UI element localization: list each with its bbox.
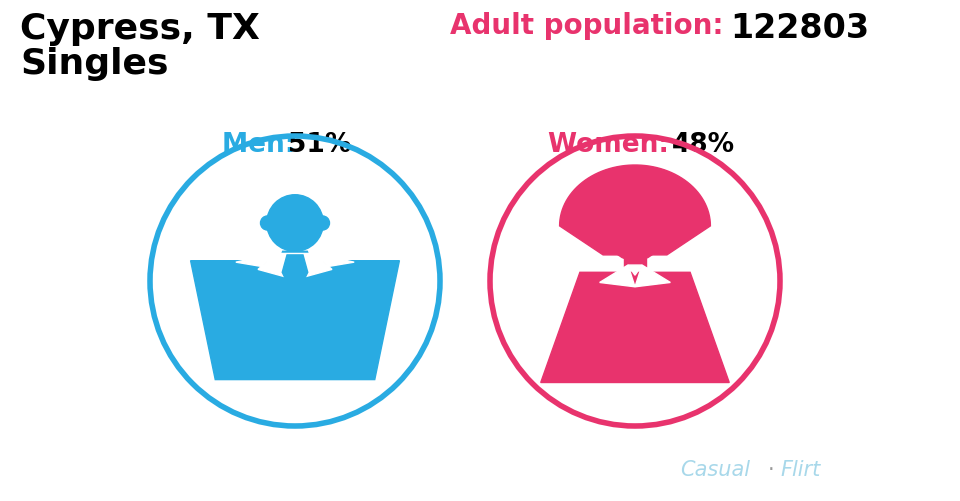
Text: 51%: 51% xyxy=(288,132,351,158)
Polygon shape xyxy=(600,266,635,287)
Polygon shape xyxy=(314,254,354,267)
Polygon shape xyxy=(624,259,646,267)
Text: 48%: 48% xyxy=(672,132,735,158)
Circle shape xyxy=(608,206,662,261)
Text: Flirt: Flirt xyxy=(780,459,820,479)
Text: Men:: Men: xyxy=(222,132,304,158)
Polygon shape xyxy=(635,266,670,287)
Circle shape xyxy=(260,216,275,230)
Text: Adult population:: Adult population: xyxy=(450,12,733,40)
Polygon shape xyxy=(560,166,710,256)
Polygon shape xyxy=(258,254,332,280)
Text: ·: · xyxy=(768,459,775,479)
Polygon shape xyxy=(628,266,642,276)
Circle shape xyxy=(267,195,324,252)
Text: Women:: Women: xyxy=(548,132,678,158)
Polygon shape xyxy=(191,261,399,380)
Circle shape xyxy=(315,216,329,230)
Polygon shape xyxy=(282,256,308,299)
Text: Casual: Casual xyxy=(680,459,750,479)
Text: Singles: Singles xyxy=(20,47,169,81)
Text: 122803: 122803 xyxy=(730,12,869,45)
Text: Cypress, TX: Cypress, TX xyxy=(20,12,260,46)
Polygon shape xyxy=(236,254,276,267)
Polygon shape xyxy=(540,273,730,383)
Polygon shape xyxy=(281,252,308,256)
